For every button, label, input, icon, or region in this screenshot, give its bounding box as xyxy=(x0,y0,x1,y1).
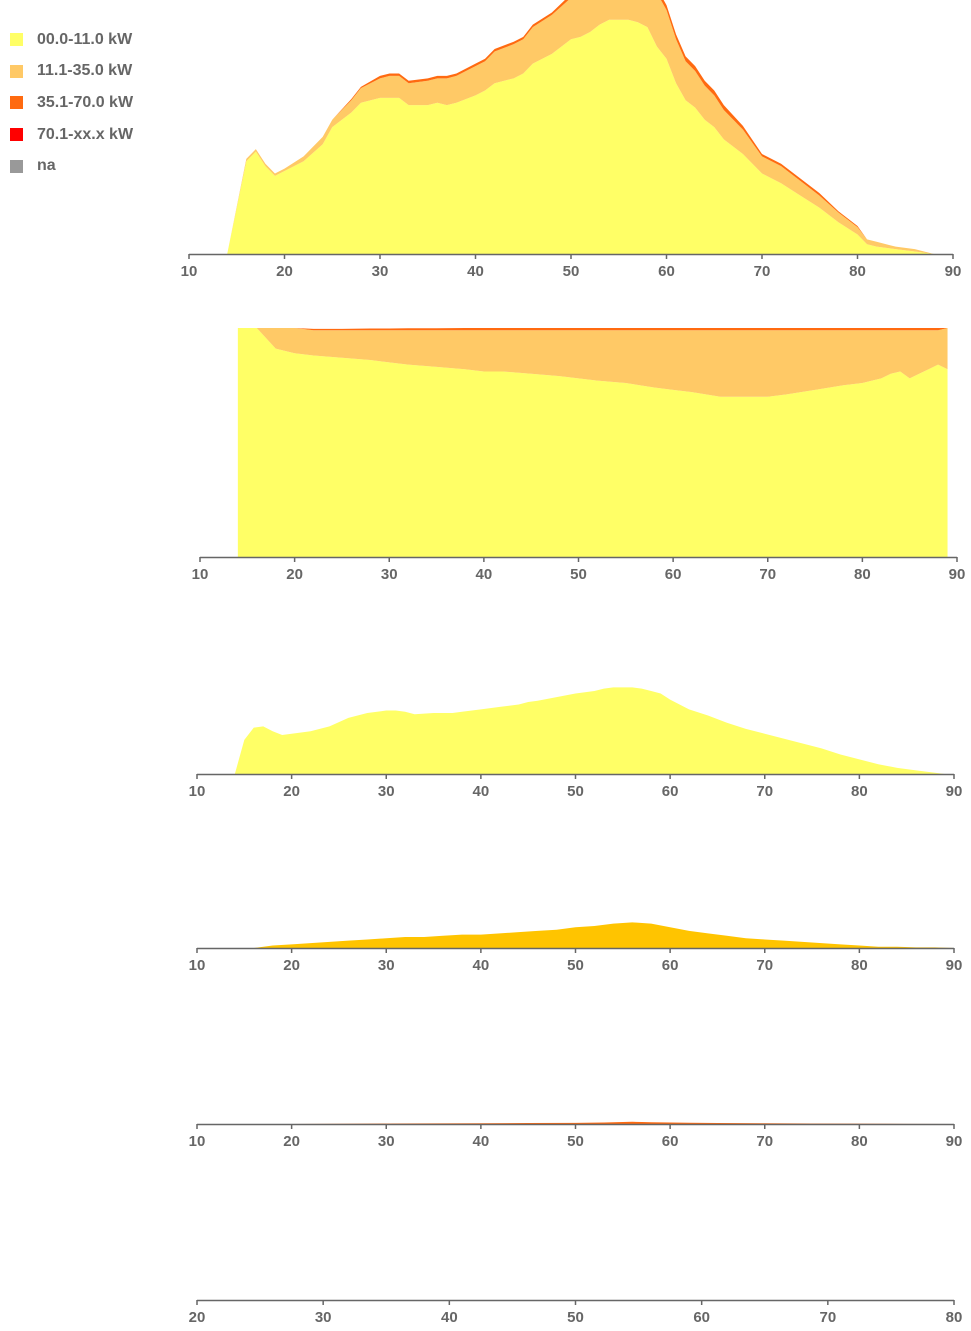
chart-3-tick-label-0: 10 xyxy=(189,957,206,974)
chart-1-tick-label-7: 80 xyxy=(854,566,871,583)
chart-4-tick-label-7: 80 xyxy=(851,1133,868,1150)
chart-5-tick-label-5: 70 xyxy=(819,1309,836,1326)
chart-0-tick-label-7: 80 xyxy=(849,263,866,280)
chart-3-tick-label-8: 90 xyxy=(946,957,963,974)
chart-1-series-1-area xyxy=(237,328,948,397)
chart-2-tick-label-3: 40 xyxy=(473,783,490,800)
chart-3-tick-label-4: 50 xyxy=(567,957,584,974)
chart-1-tick-label-5: 60 xyxy=(665,566,682,583)
legend-label-0: 00.0-11.0 kW xyxy=(37,30,133,48)
chart-0-tick-label-1: 20 xyxy=(276,263,293,280)
chart-0-tick-label-8: 90 xyxy=(945,263,962,280)
chart-5: 20 30 40 50 60 70 80 xyxy=(189,1299,963,1326)
chart-2-tick-label-6: 70 xyxy=(756,783,773,800)
legend-item-4[interactable]: na xyxy=(10,150,133,182)
chart-5-tick-label-6: 80 xyxy=(946,1309,963,1326)
chart-5-tick-label-0: 20 xyxy=(189,1309,206,1326)
chart-2-tick-label-7: 80 xyxy=(851,783,868,800)
chart-1-series-0-area xyxy=(237,328,948,557)
chart-2-tick-label-4: 50 xyxy=(567,783,584,800)
chart-2-tick-label-0: 10 xyxy=(189,783,206,800)
chart-0-tick-label-0: 10 xyxy=(181,263,198,280)
legend-item-3[interactable]: 70.1-xx.x kW xyxy=(10,119,133,151)
legend-item-2[interactable]: 35.1-70.0 kW xyxy=(10,87,133,119)
chart-4-tick-label-6: 70 xyxy=(756,1133,773,1150)
chart-2-tick-label-5: 60 xyxy=(662,783,679,800)
legend-swatch-2 xyxy=(10,96,23,110)
chart-1-tick-label-1: 20 xyxy=(286,566,303,583)
chart-1-tick-label-0: 10 xyxy=(192,566,209,583)
chart-1-tick-label-6: 70 xyxy=(759,566,776,583)
chart-0-tick-label-2: 30 xyxy=(372,263,389,280)
chart-3-tick-label-1: 20 xyxy=(283,957,300,974)
chart-1-series-2-area xyxy=(237,328,948,331)
legend-label-2: 35.1-70.0 kW xyxy=(37,93,134,111)
chart-3-tick-label-5: 60 xyxy=(662,957,679,974)
chart-0: 10 20 30 40 50 60 70 80 90 xyxy=(181,0,962,280)
chart-2-tick-label-8: 90 xyxy=(946,783,963,800)
chart-4-tick-label-2: 30 xyxy=(378,1133,395,1150)
chart-1-tick-label-2: 30 xyxy=(381,566,398,583)
legend-swatch-3 xyxy=(10,128,23,142)
legend-item-0[interactable]: 00.0-11.0 kW xyxy=(10,24,133,56)
chart-5-tick-label-4: 60 xyxy=(693,1309,710,1326)
chart-1: 10 20 30 40 50 60 70 80 90 xyxy=(192,328,966,583)
chart-3-tick-label-3: 40 xyxy=(473,957,490,974)
chart-3: 10 20 30 40 50 60 70 80 90 xyxy=(189,922,963,974)
chart-0-tick-label-4: 50 xyxy=(563,263,580,280)
legend: 00.0-11.0 kW 11.1-35.0 kW 35.1-70.0 kW 7… xyxy=(10,24,133,182)
chart-3-tick-label-6: 70 xyxy=(756,957,773,974)
legend-label-3: 70.1-xx.x kW xyxy=(37,125,134,143)
chart-3-series-0-area xyxy=(253,922,954,948)
chart-0-tick-label-6: 70 xyxy=(754,263,771,280)
chart-1-tick-label-8: 90 xyxy=(949,566,966,583)
chart-4-tick-label-1: 20 xyxy=(283,1133,300,1150)
chart-4-tick-label-0: 10 xyxy=(189,1133,206,1150)
chart-4: 10 20 30 40 50 60 70 80 90 xyxy=(189,1121,963,1150)
chart-3-tick-label-7: 80 xyxy=(851,957,868,974)
chart-5-tick-label-2: 40 xyxy=(441,1309,458,1326)
chart-5-tick-label-3: 50 xyxy=(567,1309,584,1326)
chart-5-tick-label-1: 30 xyxy=(315,1309,332,1326)
chart-1-tick-label-3: 40 xyxy=(476,566,493,583)
chart-3-tick-label-2: 30 xyxy=(378,957,395,974)
chart-4-tick-label-5: 60 xyxy=(662,1133,679,1150)
chart-4-tick-label-3: 40 xyxy=(473,1133,490,1150)
legend-swatch-0 xyxy=(10,33,23,47)
legend-label-4: na xyxy=(37,157,56,175)
chart-4-tick-label-8: 90 xyxy=(946,1133,963,1150)
chart-1-tick-label-4: 50 xyxy=(570,566,587,583)
chart-2-series-0-area xyxy=(234,687,945,774)
chart-2-tick-label-2: 30 xyxy=(378,783,395,800)
chart-0-tick-label-3: 40 xyxy=(467,263,484,280)
chart-2: 10 20 30 40 50 60 70 80 90 xyxy=(189,687,963,800)
chart-4-tick-label-4: 50 xyxy=(567,1133,584,1150)
chart-4-series-0-area xyxy=(291,1121,954,1124)
chart-0-tick-label-5: 60 xyxy=(658,263,675,280)
legend-swatch-4 xyxy=(10,159,23,173)
chart-0-series-0-area xyxy=(227,19,944,255)
chart-2-tick-label-1: 20 xyxy=(283,783,300,800)
legend-label-1: 11.1-35.0 kW xyxy=(37,62,133,80)
legend-swatch-1 xyxy=(10,64,23,78)
legend-item-1[interactable]: 11.1-35.0 kW xyxy=(10,56,133,88)
